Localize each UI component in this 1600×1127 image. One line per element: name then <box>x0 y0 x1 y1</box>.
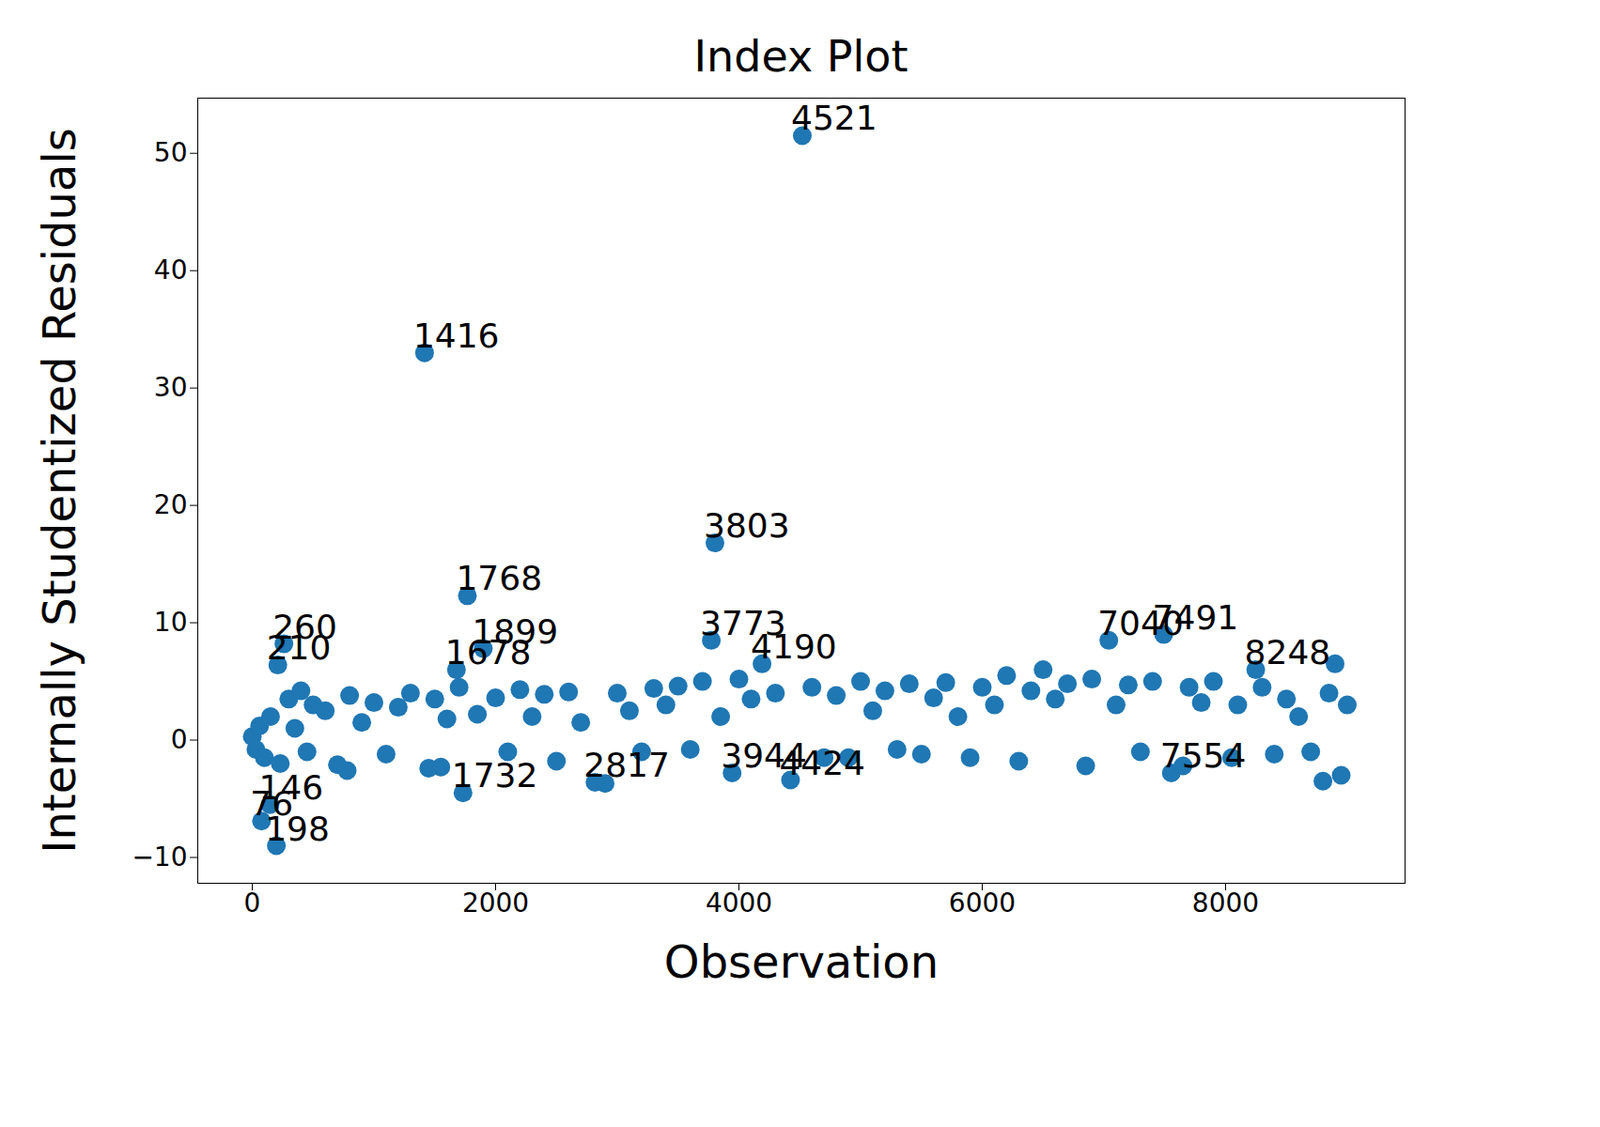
svg-text:6000: 6000 <box>948 887 1016 919</box>
html-text:Index Plot: Index Plot <box>693 31 909 82</box>
svg-text:4424: 4424 <box>778 744 866 783</box>
svg-text:260: 260 <box>272 607 338 647</box>
svg-text:2817: 2817 <box>583 745 670 785</box>
svg-text:7040: 7040 <box>1097 603 1184 643</box>
svg-text:146: 146 <box>258 768 324 808</box>
svg-text:1768: 1768 <box>455 559 543 598</box>
svg-text:4190: 4190 <box>750 627 838 667</box>
svg-text:1899: 1899 <box>471 612 559 652</box>
svg-text:Internally Studentized Residua: Internally Studentized Residuals <box>32 127 86 854</box>
svg-text:Observation: Observation <box>664 935 939 989</box>
svg-text:210: 210 <box>266 628 332 668</box>
svg-text:1732: 1732 <box>451 756 539 795</box>
svg-text:4521: 4521 <box>791 98 878 138</box>
svg-text:1678: 1678 <box>445 633 532 672</box>
svg-text:1416: 1416 <box>413 316 500 356</box>
svg-text:2000: 2000 <box>462 887 529 919</box>
svg-text:0: 0 <box>170 724 188 756</box>
svg-text:0: 0 <box>244 887 262 919</box>
svg-text:7491: 7491 <box>1152 598 1240 637</box>
svg-text:3803: 3803 <box>703 506 791 545</box>
svg-text:4000: 4000 <box>705 887 773 919</box>
svg-text:30: 30 <box>154 372 188 404</box>
svg-text:8248: 8248 <box>1244 633 1332 672</box>
svg-text:20: 20 <box>154 489 188 521</box>
svg-text:8000: 8000 <box>1192 887 1259 919</box>
svg-text:3773: 3773 <box>700 603 787 643</box>
svg-text:3944: 3944 <box>720 736 807 776</box>
svg-text:50: 50 <box>154 137 188 169</box>
svg-text:198: 198 <box>264 809 330 849</box>
svg-text:40: 40 <box>154 254 188 286</box>
svg-text:−10: −10 <box>131 841 187 873</box>
svg-text:10: 10 <box>154 606 188 638</box>
svg-text:7554: 7554 <box>1160 736 1247 776</box>
